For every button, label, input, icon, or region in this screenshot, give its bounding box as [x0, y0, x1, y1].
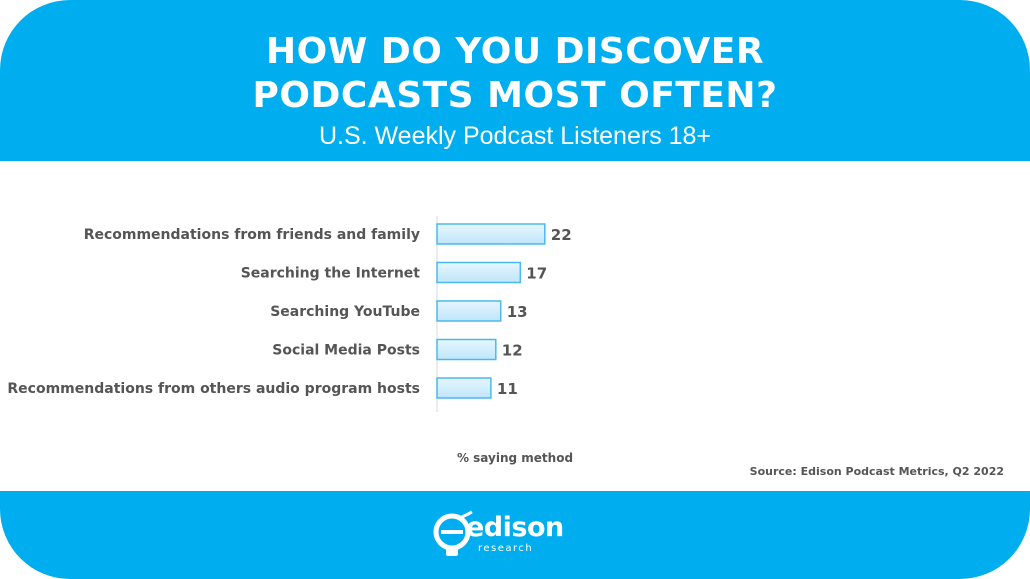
chart-title: HOW DO YOU DISCOVER PODCASTS MOST OFTEN? [252, 31, 778, 116]
category-label: Social Media Posts [272, 343, 420, 359]
bar [436, 338, 497, 361]
chart-area: Recommendations from friends and family 2… [0, 161, 1030, 491]
bar [436, 300, 502, 322]
value-label: 13 [507, 303, 528, 321]
category-label: Searching the Internet [241, 266, 421, 282]
category-label: Searching YouTube [270, 304, 420, 320]
bar [436, 261, 522, 284]
logo-wordmark: edison [466, 512, 564, 543]
bar-chart: Recommendations from friends and family 2… [7, 216, 572, 412]
x-axis-label: % saying method [456, 451, 574, 465]
header-banner: HOW DO YOU DISCOVER PODCASTS MOST OFTEN?… [0, 0, 1030, 161]
category-label: Recommendations from friends and family [84, 227, 420, 243]
footer-banner: edison research [0, 491, 1030, 579]
chart-subtitle: U.S. Weekly Podcast Listeners 18+ [0, 122, 1030, 151]
category-label: Recommendations from others audio progra… [7, 381, 420, 397]
value-label: 12 [502, 342, 523, 360]
source-note: Source: Edison Podcast Metrics, Q2 2022 [749, 465, 1004, 478]
value-label: 11 [497, 380, 518, 398]
edison-logo: edison research [432, 506, 564, 566]
bar [436, 377, 492, 399]
edison-bulb-icon [433, 510, 473, 556]
value-label: 22 [551, 226, 572, 244]
value-label: 17 [526, 265, 547, 283]
logo-subtext: research [478, 543, 534, 554]
bar [436, 223, 546, 245]
chart-subtitle-text: U.S. Weekly Podcast Listeners 18+ [318, 122, 712, 150]
